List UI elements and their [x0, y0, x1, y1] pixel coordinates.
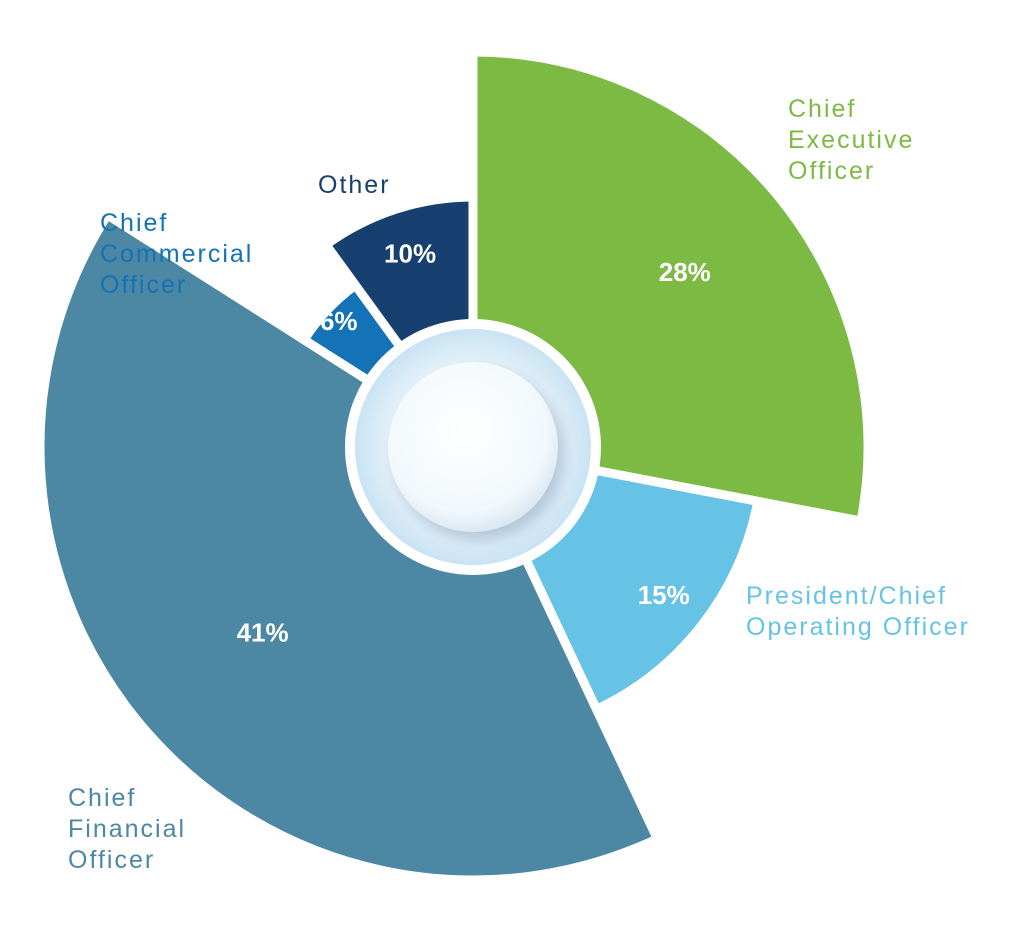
label-cfo: Chief Financial Officer: [68, 784, 187, 874]
slice-cfo: [35, 208, 664, 885]
value-label-other: 10%: [384, 238, 436, 268]
value-label-cfo: 41%: [237, 617, 289, 647]
label-cco: Chief Commercial Officer: [100, 209, 254, 299]
center-bubble: [388, 362, 558, 532]
value-label-ceo: 28%: [659, 257, 711, 287]
label-ceo: Chief Executive Officer: [788, 95, 915, 185]
label-president-coo: President/Chief Operating Officer: [746, 582, 970, 641]
value-label-president-coo: 15%: [638, 580, 690, 610]
label-other: Other: [318, 171, 391, 199]
value-label-cco: 6%: [320, 306, 358, 336]
